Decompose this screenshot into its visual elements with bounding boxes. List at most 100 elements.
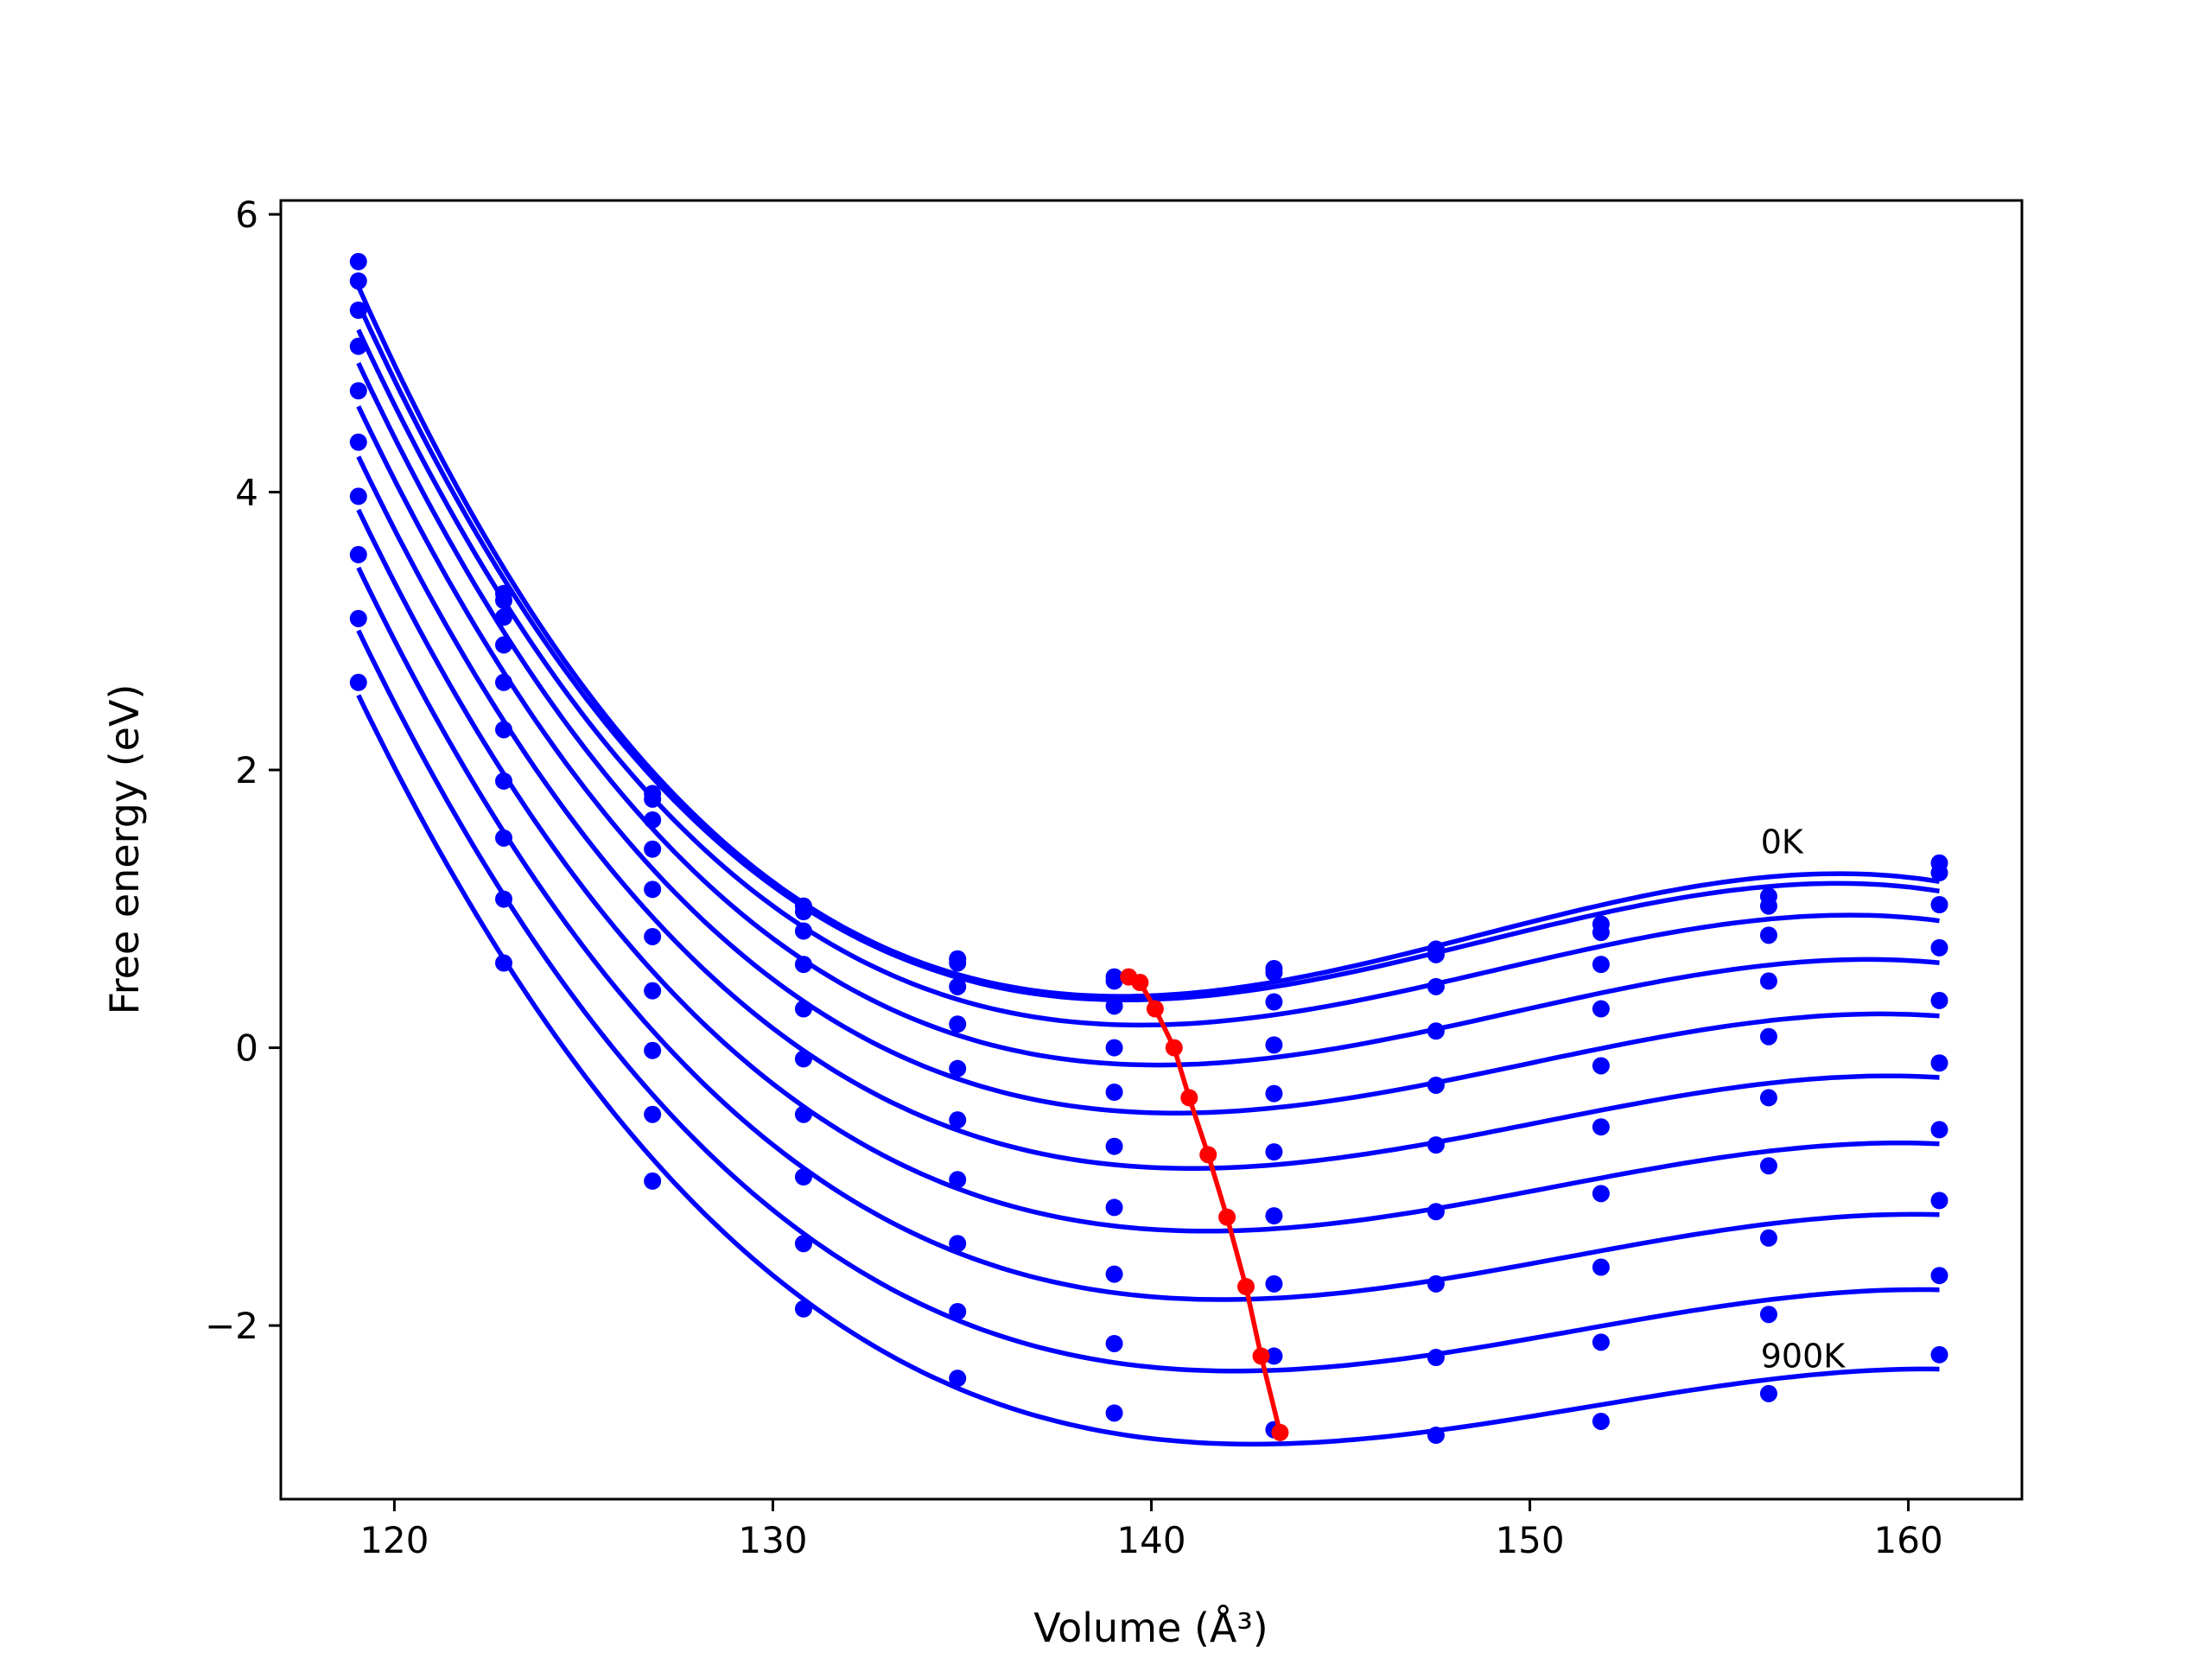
data-point [1592,924,1610,942]
data-point [1592,1333,1610,1351]
data-point [349,545,367,563]
data-point [949,1015,967,1033]
data-point [1759,897,1777,915]
y-tick-label: 6 [235,194,258,236]
data-point [1930,1121,1948,1139]
minimum-point [1146,1000,1164,1018]
data-point [1930,1192,1948,1210]
data-point [349,382,367,400]
data-point [1930,1054,1948,1072]
x-axis-ticks: 120 130 140 150 160 [359,1499,1943,1561]
data-point [794,903,812,921]
data-point [1427,1349,1445,1367]
data-point [644,810,662,829]
data-point [794,1050,812,1068]
curve-annotations: 0K 900K [1761,823,1847,1376]
data-point [1759,1157,1777,1175]
data-point [1427,1076,1445,1094]
data-point [949,977,967,995]
data-point [349,673,367,691]
data-point [495,673,513,691]
x-axis-label: Volume (Å³) [1033,1605,1268,1651]
data-point [949,954,967,972]
data-point [495,890,513,908]
data-point [349,609,367,627]
minimum-point [1271,1423,1289,1441]
data-point [1427,1203,1445,1221]
fit-curve-5 [356,405,1940,1116]
x-tick-label: 120 [359,1519,429,1561]
data-point [1105,1198,1123,1217]
data-point [644,880,662,899]
minimum-point [1237,1278,1255,1296]
data-point [1930,1267,1948,1285]
y-tick-label: 2 [235,749,258,791]
data-point [1265,1207,1283,1225]
data-point [1105,972,1123,990]
minimum-path [1120,968,1289,1441]
data-point [949,1059,967,1077]
x-tick-label: 150 [1495,1519,1564,1561]
fit-curve-4 [356,362,1940,1068]
data-point [1427,1136,1445,1154]
data-point [1592,1118,1610,1136]
data-point [349,301,367,319]
data-point [1427,945,1445,963]
data-point [1759,1384,1777,1402]
fit-curve-3 [356,328,1940,1028]
data-point [1930,895,1948,913]
minimum-line [1128,975,1283,1433]
fit-curves [356,285,1940,1447]
data-point [1930,864,1948,882]
data-point [1930,991,1948,1009]
minimum-point [1165,1039,1183,1057]
data-point [949,1302,967,1320]
data-point [495,772,513,790]
data-point [1592,956,1610,974]
data-point [949,1235,967,1253]
data-point [1759,1089,1777,1107]
data-point [349,487,367,505]
minimum-point [1218,1208,1236,1226]
data-point [495,636,513,654]
data-point [794,1300,812,1318]
data-point [949,1370,967,1388]
x-tick-label: 160 [1874,1519,1943,1561]
data-point [949,1111,967,1129]
y-tick-label: −2 [205,1305,258,1347]
data-point [1265,1347,1283,1365]
minimum-point [1252,1347,1270,1365]
data-points [349,252,1948,1445]
x-tick-label: 140 [1116,1519,1185,1561]
y-tick-label: 4 [235,472,258,514]
data-point [1759,1229,1777,1247]
data-point [495,608,513,626]
data-point [1427,1274,1445,1293]
data-point [644,927,662,945]
data-point [794,956,812,974]
data-point [349,433,367,451]
data-point [349,272,367,290]
data-point [1592,1185,1610,1203]
data-point [1265,1084,1283,1103]
data-point [1759,926,1777,944]
data-point [644,982,662,1000]
x-tick-label: 130 [738,1519,807,1561]
data-point [794,1105,812,1123]
data-point [1105,1039,1123,1057]
data-point [349,252,367,270]
data-point [794,1000,812,1018]
data-point [644,790,662,808]
data-point [1759,1027,1777,1046]
data-point [644,1105,662,1123]
data-point [495,954,513,972]
y-axis-label: Free energy (eV) [101,684,148,1015]
data-point [1930,938,1948,957]
data-point [495,721,513,739]
data-point [1105,1084,1123,1102]
data-point [1105,1137,1123,1155]
minimum-point [1180,1089,1198,1107]
data-point [644,840,662,858]
data-point [1592,1000,1610,1018]
